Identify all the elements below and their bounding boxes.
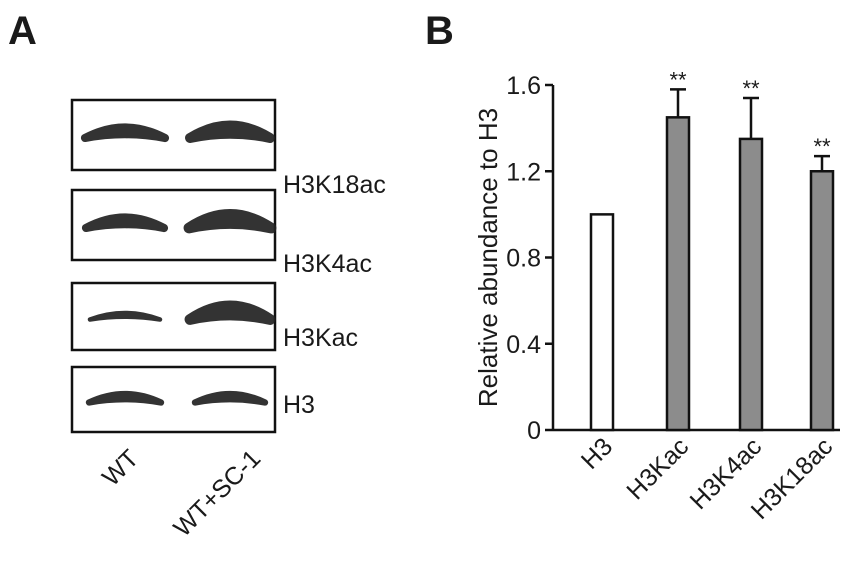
y-tick-label: 1.2	[506, 158, 541, 186]
band	[81, 213, 169, 233]
blot-label: H3	[283, 391, 315, 419]
band	[184, 300, 276, 325]
significance: **	[742, 76, 760, 101]
significance: **	[813, 134, 831, 159]
band	[183, 209, 277, 234]
bar	[589, 213, 615, 432]
panel-label: A	[8, 9, 37, 53]
band	[185, 120, 275, 143]
bar	[738, 137, 764, 432]
lane-label: WT+SC-1	[168, 444, 266, 542]
error-bar	[814, 154, 830, 172]
y-tick-label: 1.6	[506, 72, 541, 100]
band	[80, 123, 170, 143]
significance: **	[669, 67, 687, 92]
panel-label: B	[425, 9, 454, 53]
band	[191, 390, 269, 406]
error-bar	[743, 96, 759, 139]
bar	[665, 116, 691, 432]
y-tick-label: 0.8	[506, 245, 541, 273]
error-bar	[670, 88, 686, 118]
y-axis-label: Relative abundance to H3	[473, 108, 503, 407]
blot-label: H3K18ac	[283, 171, 386, 199]
y-tick-label: 0.4	[506, 331, 541, 359]
x-tick-label: H3	[576, 432, 618, 474]
blot-label: H3Kac	[283, 324, 358, 352]
band	[87, 310, 163, 322]
blot-label: H3K4ac	[283, 250, 372, 278]
x-tick-label: H3Kac	[621, 432, 694, 505]
bar	[809, 170, 835, 432]
lane-label: WT	[97, 444, 144, 491]
y-tick-label: 0	[527, 417, 541, 445]
band	[85, 390, 165, 406]
